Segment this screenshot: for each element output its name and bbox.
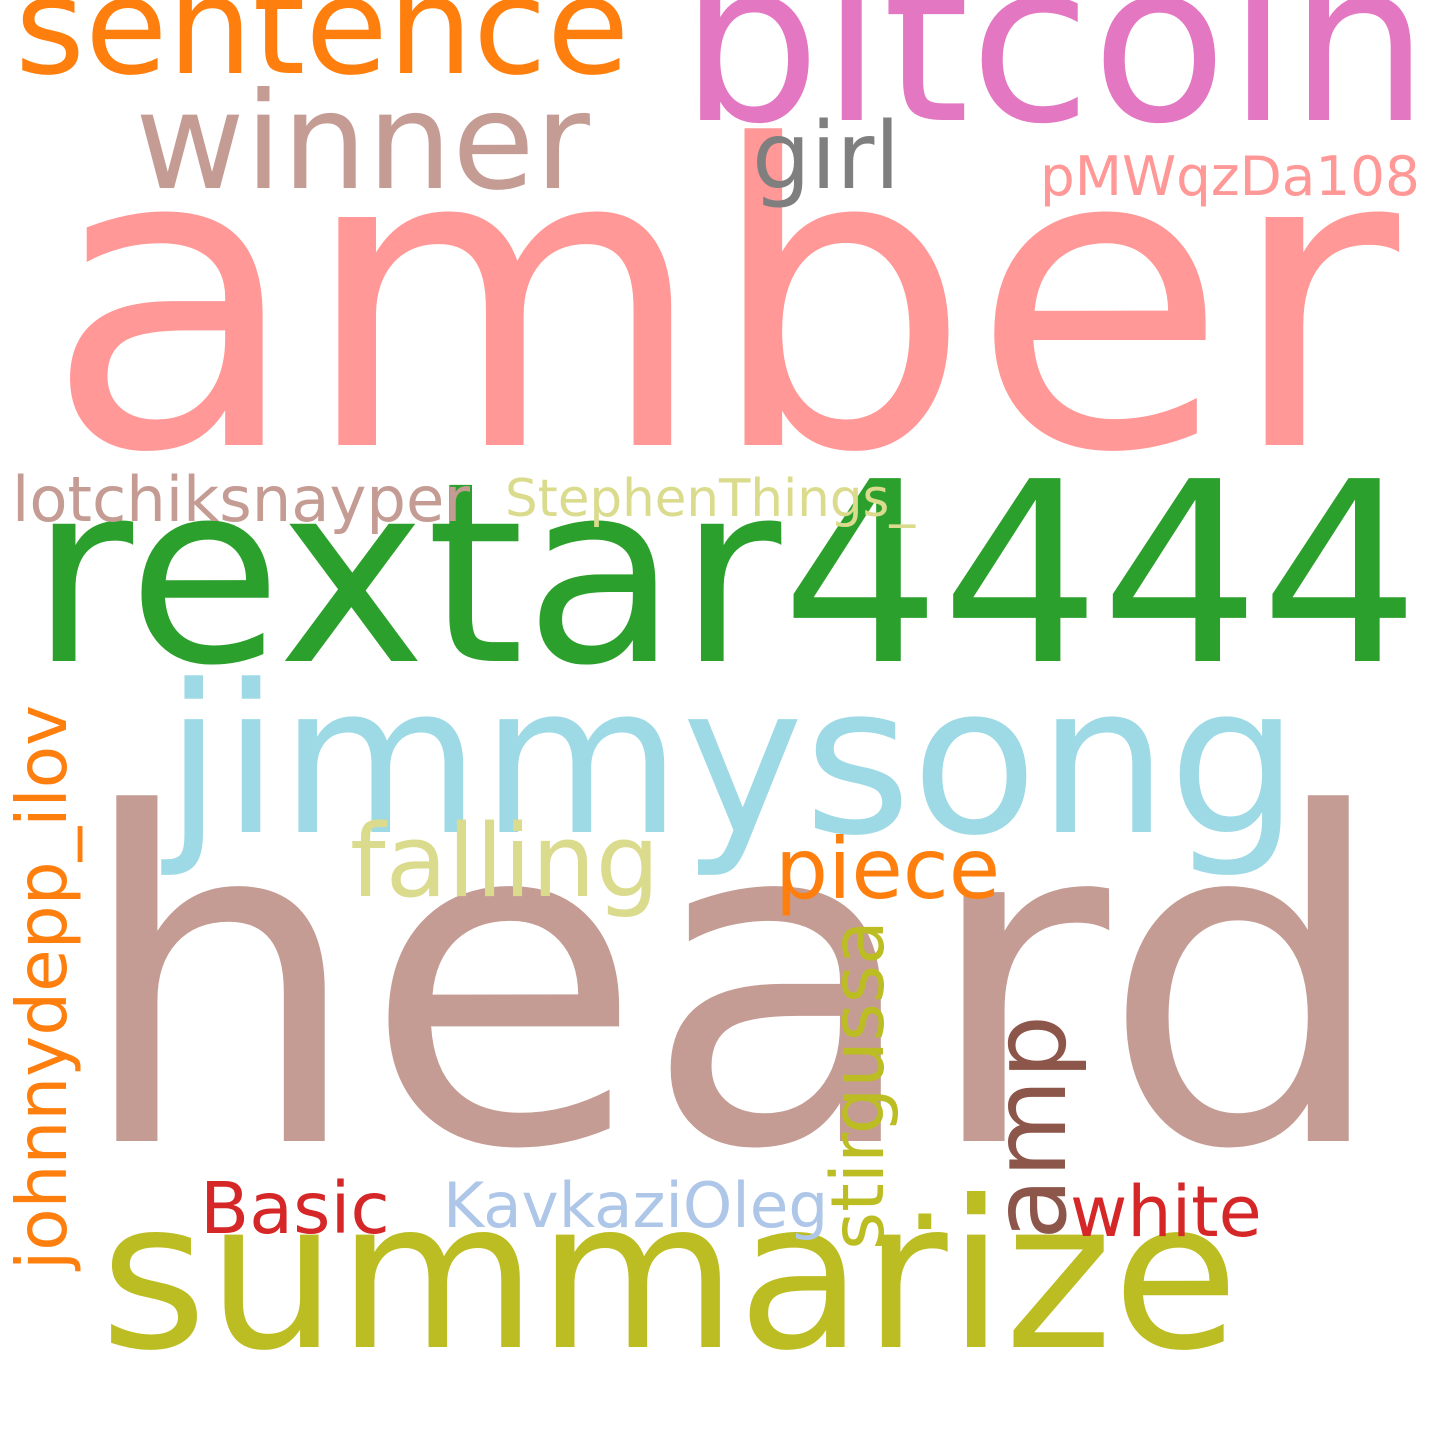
word-amp: amp bbox=[970, 1014, 1089, 1240]
word-falling: falling bbox=[350, 802, 660, 921]
word-kavkazioleg: KavkaziOleg bbox=[443, 1168, 829, 1242]
word-piece: piece bbox=[775, 820, 1001, 919]
word-johnnydepp-ilov: johnnydepp_ilov bbox=[3, 704, 84, 1270]
word-lotchiksnayper: lotchiksnayper bbox=[12, 462, 471, 536]
word-white: white bbox=[1070, 1170, 1262, 1253]
word-winner: winner bbox=[135, 63, 590, 221]
word-jimmysong: jimmysong bbox=[165, 640, 1300, 882]
word-amber: amber bbox=[45, 59, 1400, 545]
word-girl: girl bbox=[752, 101, 901, 210]
word-sentence: sentence bbox=[15, 0, 630, 106]
word-pmwqzda108: pMWqzDa108 bbox=[1040, 144, 1420, 209]
word-heard: heard bbox=[75, 719, 1391, 1249]
word-basic: Basic bbox=[200, 1166, 390, 1251]
word-bitcoin: bitcoin bbox=[680, 0, 1430, 173]
word-stirgussa: stirgussa bbox=[816, 920, 902, 1250]
word-dot: . bbox=[905, 1113, 945, 1259]
word-summarize: summarize bbox=[100, 1156, 1239, 1396]
word-stephenthings: StephenThings_ bbox=[505, 469, 916, 530]
word-rextar4444: rextar4444 bbox=[30, 428, 1420, 721]
